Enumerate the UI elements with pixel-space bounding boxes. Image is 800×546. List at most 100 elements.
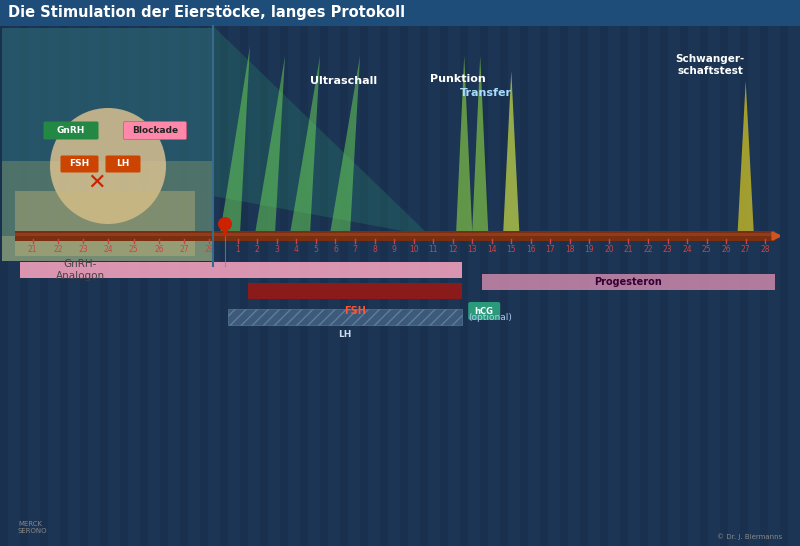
Text: 22: 22 (643, 245, 653, 254)
Text: 9: 9 (392, 245, 397, 254)
Bar (300, 26, 308, 546)
Bar (15, 231, 775, 241)
Text: GnRH: GnRH (57, 126, 85, 135)
Text: 11: 11 (428, 245, 438, 254)
Bar (80, 26, 88, 546)
Polygon shape (2, 236, 212, 261)
Bar (460, 26, 468, 546)
Polygon shape (738, 81, 754, 231)
Text: 16: 16 (526, 245, 536, 254)
Text: (optional): (optional) (469, 312, 512, 322)
Text: 14: 14 (487, 245, 497, 254)
Bar (200, 26, 208, 546)
Text: FSH: FSH (69, 159, 89, 169)
Text: 23: 23 (78, 245, 88, 254)
Text: MERCK
SERONO: MERCK SERONO (18, 521, 47, 534)
Text: 1: 1 (235, 245, 240, 254)
Bar (540, 26, 548, 546)
Bar (228, 309, 462, 325)
Bar (60, 26, 68, 546)
Text: 20: 20 (604, 245, 614, 254)
Bar (140, 26, 148, 546)
Bar (440, 26, 448, 546)
Bar (0, 26, 8, 546)
Bar (580, 26, 588, 546)
Text: 10: 10 (409, 245, 418, 254)
Bar (400, 26, 408, 546)
Bar (320, 26, 328, 546)
Bar (740, 26, 748, 546)
Bar (280, 26, 288, 546)
Circle shape (218, 217, 232, 231)
Bar (180, 26, 188, 546)
Polygon shape (456, 56, 472, 231)
Text: LH: LH (338, 330, 352, 339)
Bar (240, 26, 248, 546)
Bar (520, 26, 528, 546)
Text: 21: 21 (28, 245, 38, 254)
Bar (120, 26, 128, 546)
Text: © Dr. J. Biermanns: © Dr. J. Biermanns (717, 533, 782, 540)
Text: Blockade: Blockade (132, 126, 178, 135)
Polygon shape (220, 46, 250, 234)
FancyBboxPatch shape (106, 156, 141, 173)
Bar (600, 26, 608, 546)
Text: 26: 26 (722, 245, 731, 254)
Polygon shape (221, 226, 229, 238)
Text: 27: 27 (179, 245, 189, 254)
Text: 25: 25 (702, 245, 711, 254)
Text: FSH: FSH (344, 306, 366, 316)
Text: GnRH-
Analogon: GnRH- Analogon (55, 259, 105, 281)
Bar (780, 26, 788, 546)
Text: 8: 8 (372, 245, 377, 254)
Circle shape (50, 108, 166, 224)
Bar (720, 26, 728, 546)
Text: 3: 3 (274, 245, 279, 254)
Bar (640, 26, 648, 546)
Text: 5: 5 (314, 245, 318, 254)
Text: 24: 24 (103, 245, 113, 254)
Bar (40, 26, 48, 546)
Text: 6: 6 (333, 245, 338, 254)
Bar (160, 26, 168, 546)
FancyBboxPatch shape (43, 122, 98, 139)
Bar (760, 26, 768, 546)
Text: 17: 17 (546, 245, 555, 254)
FancyBboxPatch shape (123, 122, 186, 139)
Text: hCG: hCG (474, 306, 494, 316)
Bar (220, 26, 228, 546)
Text: 7: 7 (353, 245, 358, 254)
Bar (360, 26, 368, 546)
Text: 2: 2 (255, 245, 260, 254)
Bar (2, 28, 212, 261)
Bar (340, 26, 348, 546)
Text: 19: 19 (585, 245, 594, 254)
Polygon shape (213, 26, 430, 236)
Bar (260, 26, 268, 546)
Text: 18: 18 (565, 245, 574, 254)
Text: 12: 12 (448, 245, 458, 254)
Text: Punktion: Punktion (430, 74, 486, 84)
Bar (2, 161, 212, 261)
Bar (0, 0, 800, 26)
Bar (20, 262, 462, 278)
Text: ✕: ✕ (86, 173, 106, 193)
Bar (20, 26, 28, 546)
Bar (420, 26, 428, 546)
FancyBboxPatch shape (468, 302, 500, 320)
FancyBboxPatch shape (61, 156, 98, 173)
Bar (620, 26, 628, 546)
Bar (500, 26, 508, 546)
Text: 23: 23 (662, 245, 672, 254)
Text: 24: 24 (682, 245, 692, 254)
Bar (660, 26, 668, 546)
Polygon shape (503, 71, 519, 231)
Bar (15, 233, 775, 236)
Bar (247, 283, 462, 299)
Bar (700, 26, 708, 546)
Polygon shape (290, 56, 320, 234)
Polygon shape (255, 56, 285, 234)
Text: 15: 15 (506, 245, 516, 254)
Bar (560, 26, 568, 546)
Text: 25: 25 (129, 245, 138, 254)
